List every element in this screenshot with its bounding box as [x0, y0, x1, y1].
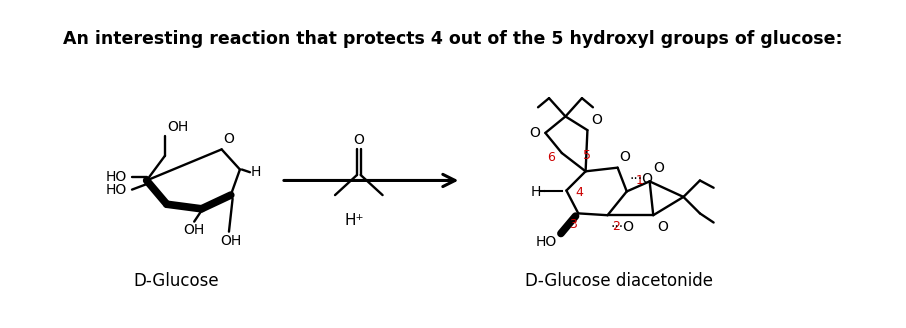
- Text: OH: OH: [167, 120, 188, 134]
- Text: 6: 6: [546, 151, 554, 164]
- Text: 5: 5: [583, 149, 592, 162]
- Text: D-Glucose: D-Glucose: [133, 272, 218, 290]
- Text: O: O: [591, 113, 602, 127]
- Text: 4: 4: [575, 186, 583, 199]
- Text: OH: OH: [184, 222, 205, 236]
- Text: HO: HO: [105, 170, 127, 184]
- Text: H: H: [251, 165, 261, 179]
- Text: 3: 3: [569, 218, 576, 231]
- Text: An interesting reaction that protects 4 out of the 5 hydroxyl groups of glucose:: An interesting reaction that protects 4 …: [63, 31, 843, 49]
- Text: ···O: ···O: [611, 220, 634, 234]
- Text: O: O: [657, 220, 668, 234]
- Text: HO: HO: [536, 235, 557, 249]
- Text: ···O: ···O: [630, 172, 653, 186]
- Text: 2: 2: [612, 220, 620, 233]
- Text: D-Glucose diacetonide: D-Glucose diacetonide: [525, 272, 713, 290]
- Text: O: O: [620, 150, 631, 164]
- Text: O: O: [353, 133, 364, 147]
- Text: OH: OH: [220, 234, 241, 248]
- Text: O: O: [529, 126, 540, 140]
- Text: 1: 1: [636, 174, 644, 187]
- Text: O: O: [224, 132, 235, 146]
- Text: H: H: [530, 185, 541, 199]
- Text: HO: HO: [105, 183, 127, 196]
- Text: H⁺: H⁺: [344, 214, 364, 228]
- Text: O: O: [653, 161, 664, 175]
